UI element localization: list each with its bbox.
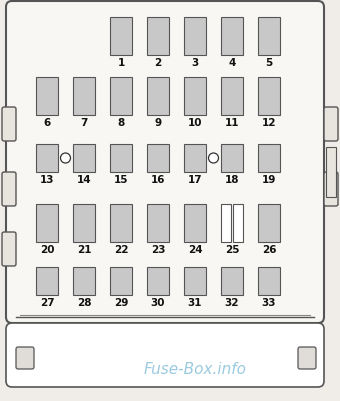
Bar <box>221 18 243 56</box>
Bar <box>73 205 95 242</box>
Bar <box>110 78 132 116</box>
FancyBboxPatch shape <box>2 172 16 207</box>
Text: 16: 16 <box>151 174 165 184</box>
Text: 5: 5 <box>266 58 273 68</box>
Bar <box>221 267 243 295</box>
FancyBboxPatch shape <box>2 233 16 266</box>
Text: 20: 20 <box>40 244 54 254</box>
Text: 7: 7 <box>80 118 88 128</box>
Text: Fuse-Box.info: Fuse-Box.info <box>143 362 246 377</box>
Bar <box>36 78 58 116</box>
Bar <box>258 205 280 242</box>
Bar <box>36 205 58 242</box>
Bar <box>73 267 95 295</box>
Bar <box>147 267 169 295</box>
Text: 24: 24 <box>188 244 202 254</box>
Bar <box>147 18 169 56</box>
Text: 22: 22 <box>114 244 128 254</box>
Bar <box>147 145 169 172</box>
Text: 14: 14 <box>77 174 91 184</box>
Text: 28: 28 <box>77 297 91 307</box>
Text: 26: 26 <box>262 244 276 254</box>
Bar <box>258 267 280 295</box>
Text: 15: 15 <box>114 174 128 184</box>
FancyBboxPatch shape <box>298 347 316 369</box>
Bar <box>221 78 243 116</box>
Text: 6: 6 <box>44 118 51 128</box>
Bar <box>36 145 58 172</box>
Bar <box>258 145 280 172</box>
Bar <box>184 205 206 242</box>
Text: 23: 23 <box>151 244 165 254</box>
Text: 1: 1 <box>117 58 125 68</box>
Text: 18: 18 <box>225 174 239 184</box>
FancyBboxPatch shape <box>2 108 16 142</box>
Text: 17: 17 <box>188 174 202 184</box>
Bar <box>147 78 169 116</box>
Text: 9: 9 <box>154 118 162 128</box>
Bar <box>73 78 95 116</box>
FancyBboxPatch shape <box>324 108 338 142</box>
Text: 31: 31 <box>188 297 202 307</box>
Text: 32: 32 <box>225 297 239 307</box>
Text: 21: 21 <box>77 244 91 254</box>
Bar <box>221 205 231 242</box>
Bar <box>73 145 95 172</box>
Text: 10: 10 <box>188 118 202 128</box>
Text: 3: 3 <box>191 58 199 68</box>
Text: 27: 27 <box>40 297 54 307</box>
Text: 12: 12 <box>262 118 276 128</box>
Bar <box>147 205 169 242</box>
Bar <box>110 205 132 242</box>
Bar <box>221 145 243 172</box>
Bar <box>233 205 243 242</box>
Bar <box>184 267 206 295</box>
Text: 11: 11 <box>225 118 239 128</box>
Bar <box>36 267 58 295</box>
Bar <box>326 148 336 198</box>
Bar <box>184 18 206 56</box>
Bar <box>258 18 280 56</box>
Text: 33: 33 <box>262 297 276 307</box>
Text: 25: 25 <box>225 244 239 254</box>
Circle shape <box>208 154 219 164</box>
Text: 2: 2 <box>154 58 162 68</box>
FancyBboxPatch shape <box>324 172 338 207</box>
Text: 30: 30 <box>151 297 165 307</box>
Text: 29: 29 <box>114 297 128 307</box>
Bar <box>184 145 206 172</box>
Text: 4: 4 <box>228 58 236 68</box>
FancyBboxPatch shape <box>6 2 324 323</box>
FancyBboxPatch shape <box>6 323 324 387</box>
Bar <box>184 78 206 116</box>
Bar <box>110 267 132 295</box>
Bar <box>258 78 280 116</box>
Bar <box>110 18 132 56</box>
Text: 19: 19 <box>262 174 276 184</box>
FancyBboxPatch shape <box>16 347 34 369</box>
Text: 8: 8 <box>117 118 125 128</box>
Bar <box>110 145 132 172</box>
Text: 13: 13 <box>40 174 54 184</box>
Circle shape <box>61 154 70 164</box>
